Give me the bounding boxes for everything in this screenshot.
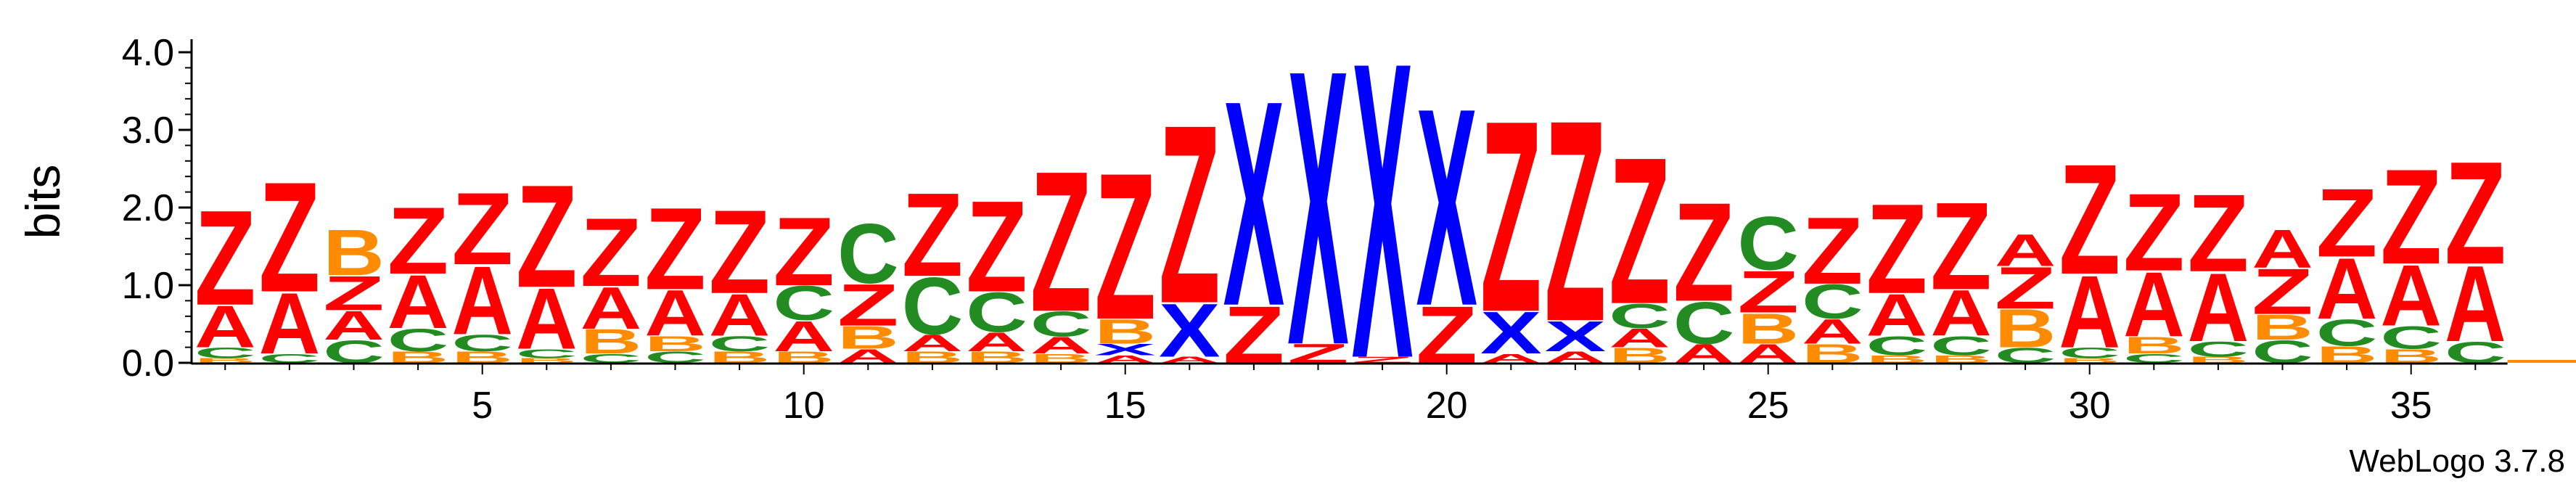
logo-letter-z: Z (2380, 141, 2442, 292)
logo-letter-z: Z (1094, 129, 1156, 364)
logo-letter-z: Z (2316, 168, 2378, 277)
logo-letter-a: A (1995, 224, 2056, 275)
logo-letter-z: Z (773, 197, 834, 306)
y-tick-label: 3.0 (122, 110, 174, 152)
logo-letter-z: Z (1930, 177, 1992, 316)
logo-letter-z: Z (2445, 131, 2506, 295)
y-tick-label: 2.0 (122, 187, 174, 229)
logo-letter-z: Z (259, 149, 321, 325)
x-tick-label: 25 (1747, 385, 1789, 427)
logo-letter-z: Z (966, 173, 1027, 319)
x-tick-label: 35 (2390, 385, 2432, 427)
logo-letter-z: Z (1159, 71, 1221, 356)
y-ticks: 0.0 1.0 2.0 3.0 4.0 (122, 32, 192, 385)
x-tick-label: 15 (1104, 385, 1147, 427)
x-tick-label: 10 (783, 385, 825, 427)
logo-letter-z: Z (516, 154, 578, 318)
x-tick-label: 20 (1426, 385, 1468, 427)
logo-letter-z: Z (1545, 60, 1607, 381)
weblogo-version-label: WebLogo 3.7.8 (2349, 443, 2565, 479)
logo-letter-z: Z (1609, 113, 1670, 348)
y-axis-label: bits (16, 165, 70, 239)
logo-letter-x: X (1352, 0, 1414, 447)
logo-letter-c: C (837, 206, 899, 301)
logo-letter-z: Z (1480, 65, 1542, 370)
logo-letter-z: Z (1866, 177, 1928, 321)
logo-letter-z: Z (2188, 171, 2249, 295)
logo-letter-z: Z (902, 168, 964, 302)
logo-letter-z: Z (1030, 130, 1092, 354)
logo-letter-x: X (1416, 50, 1477, 365)
logo-letter-z: Z (1802, 197, 1863, 304)
logo-letter-z: Z (2123, 170, 2185, 294)
logo-letter-z: Z (1673, 173, 1735, 331)
y-tick-label: 1.0 (122, 265, 174, 307)
logo-letter-z: Z (2059, 131, 2120, 307)
x-ticks: 5 10 15 20 25 30 35 (225, 364, 2475, 427)
logo-stacks: BCAZCAZCAZBBCAZBCAZBCAZCBAZCBAZBCAZBACZA… (194, 0, 2506, 447)
logo-letter-z: Z (387, 187, 449, 294)
y-tick-label: 0.0 (122, 343, 174, 385)
plot-area: BCAZCAZCAZBBCAZBCAZBCAZCBAZCBAZBCAZBACZA… (16, 0, 2576, 447)
logo-letter-c: C (1737, 200, 1799, 286)
logo-letter-z: Z (581, 197, 642, 307)
logo-letter-x: X (1223, 40, 1285, 367)
logo-letter-z: Z (644, 183, 706, 313)
x-tick-label: 5 (472, 385, 493, 427)
x-tick-label: 30 (2069, 385, 2111, 427)
logo-letter-a: A (2252, 218, 2313, 279)
y-tick-label: 4.0 (122, 32, 174, 74)
logo-letter-z: Z (194, 181, 256, 333)
logo-letter-b: B (323, 217, 385, 290)
logo-letter-z: Z (451, 171, 513, 287)
logo-letter-z: Z (709, 186, 771, 319)
